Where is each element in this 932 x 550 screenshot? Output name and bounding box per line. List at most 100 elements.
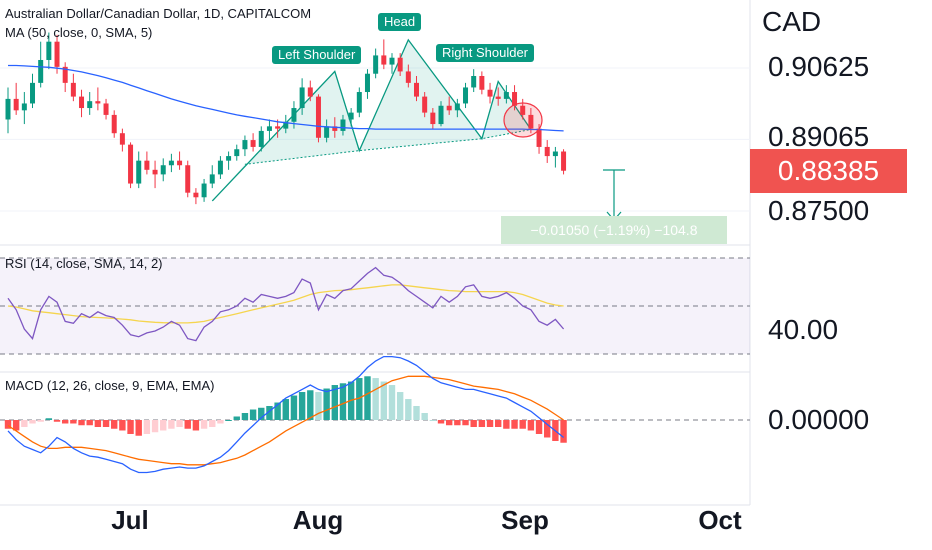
candle	[299, 78, 305, 115]
candle-body	[438, 105, 444, 125]
candle-body	[389, 57, 395, 65]
candle	[381, 39, 387, 70]
candle	[512, 85, 518, 111]
candle	[201, 178, 207, 202]
macd-histogram-bar	[111, 420, 118, 429]
macd-histogram-bar	[478, 420, 486, 427]
candle	[185, 160, 191, 198]
macd-histogram-bar	[102, 420, 110, 427]
candle-body	[168, 160, 174, 166]
candle-body	[512, 92, 518, 106]
candle-body	[283, 121, 289, 129]
macd-histogram-bar	[184, 420, 191, 429]
head-shoulders-fill	[212, 39, 531, 201]
candle	[13, 82, 19, 115]
candle-body	[405, 71, 411, 83]
macd-histogram-bar	[45, 418, 53, 420]
candle-body	[275, 126, 281, 129]
candle	[463, 82, 469, 109]
macd-histogram-bar	[78, 420, 85, 426]
candle-body	[21, 103, 27, 111]
macd-histogram-bar	[290, 395, 298, 420]
macd-histogram-bar	[176, 420, 183, 427]
currency-label: CAD	[762, 6, 822, 37]
candle-body	[495, 96, 501, 99]
macd-histogram-bar	[241, 413, 249, 420]
candle-body	[373, 55, 379, 74]
candle	[103, 98, 109, 120]
candle-body	[324, 126, 330, 138]
candle	[217, 156, 223, 179]
candle	[348, 108, 354, 127]
candle	[234, 144, 240, 161]
candle	[79, 89, 85, 118]
macd-histogram-bar	[503, 420, 510, 429]
candle-body	[348, 112, 354, 120]
macd-line	[7, 355, 565, 474]
candle-body	[414, 82, 419, 97]
macd-histogram-bar	[495, 420, 502, 427]
macd-histogram-bar	[21, 420, 28, 427]
macd-histogram-bar	[307, 390, 314, 420]
candle	[193, 188, 199, 205]
macd-histogram-bar	[37, 420, 44, 422]
candle-body	[38, 59, 44, 83]
candle	[144, 151, 150, 175]
candle-body	[291, 108, 297, 122]
candle	[561, 149, 567, 175]
candle	[87, 92, 93, 115]
macd-histogram-bar	[258, 407, 265, 420]
candle	[209, 165, 215, 189]
head-label: Head	[378, 13, 422, 31]
current-price-badge: 0.88385	[750, 149, 907, 193]
macd-histogram-bar	[225, 420, 232, 421]
candle	[422, 92, 428, 118]
candle	[136, 151, 142, 189]
macd-histogram-bar	[94, 420, 102, 427]
macd-histogram-bar	[12, 420, 20, 431]
candle-body	[30, 82, 36, 104]
candle	[438, 101, 444, 127]
macd-histogram-bar	[61, 420, 69, 424]
candle-body	[193, 192, 199, 198]
macd-tick-0: 0.00000	[768, 404, 870, 435]
candle-body	[46, 41, 52, 60]
candle	[356, 87, 362, 118]
candle	[119, 128, 125, 152]
candle	[250, 133, 256, 152]
macd-histogram-bar	[356, 378, 363, 420]
candle-body	[136, 160, 142, 184]
candle	[471, 69, 477, 93]
macd-histogram-bar	[437, 420, 445, 424]
candle-body	[520, 105, 526, 115]
rsi-tick-0: 40.00	[768, 314, 839, 345]
candle-body	[422, 96, 428, 113]
price-range-measure-label: −0.01050 (−1.19%) −104.8	[501, 216, 727, 244]
ma-indicator-label: MA (50, close, 0, SMA, 5)	[5, 25, 153, 40]
symbol-title: Australian Dollar/Canadian Dollar, 1D, C…	[5, 6, 312, 21]
candle-body	[266, 126, 272, 131]
candle-body	[128, 144, 134, 184]
candle-body	[209, 174, 215, 184]
macd-histogram-bar	[470, 420, 477, 427]
candle-body	[397, 57, 403, 72]
macd-histogram-bar	[200, 420, 208, 429]
candle-body	[250, 140, 256, 147]
candle	[242, 135, 248, 157]
candle	[62, 62, 68, 93]
right-shoulder-label: Right Shoulder	[436, 44, 534, 62]
macd-histogram-bar	[315, 392, 322, 420]
candle-body	[177, 160, 183, 166]
candle-body	[54, 41, 60, 67]
macd-histogram-bar	[535, 420, 543, 434]
neckline	[244, 129, 531, 165]
candle	[520, 98, 526, 120]
macd-histogram-bar	[544, 420, 551, 438]
macd-histogram-bar	[413, 406, 420, 420]
candle	[128, 142, 134, 189]
candle-body	[226, 156, 232, 161]
macd-histogram-bar	[249, 409, 257, 420]
candle-body	[364, 73, 370, 93]
candle	[373, 48, 379, 79]
